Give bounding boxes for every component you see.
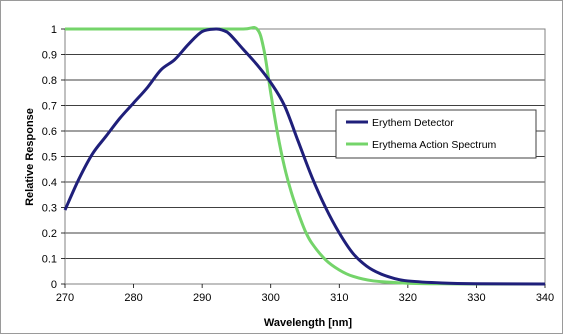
y-axis-title: Relative Response: [24, 108, 36, 206]
y-tick-label: 0.1: [42, 254, 57, 266]
x-axis-ticks: 270 280 290 300 310 320 330 340: [56, 284, 554, 304]
y-tick-label: 0: [51, 279, 57, 291]
y-tick-label: 1: [51, 24, 57, 36]
x-tick-label: 300: [262, 292, 280, 304]
x-tick-label: 340: [536, 292, 554, 304]
x-tick-label: 320: [399, 292, 417, 304]
y-tick-label: 0.8: [42, 75, 57, 87]
legend-label-erythem-detector: Erythem Detector: [372, 117, 454, 129]
x-tick-label: 290: [193, 292, 211, 304]
series-line-erythem-detector: [63, 27, 546, 286]
x-tick-label: 270: [56, 292, 74, 304]
x-tick-label: 330: [467, 292, 485, 304]
y-tick-label: 0.5: [42, 152, 57, 164]
legend-box: [335, 109, 537, 159]
y-tick-label: 0.2: [42, 228, 57, 240]
legend: Erythem Detector Erythema Action Spectru…: [335, 109, 537, 159]
series-line-erythema-action-spectrum: [64, 26, 546, 286]
x-axis-title: Wavelength [nm]: [264, 317, 353, 329]
y-tick-label: 0.6: [42, 126, 57, 138]
x-tick-label: 280: [124, 292, 142, 304]
legend-label-erythema-action-spectrum: Erythema Action Spectrum: [372, 139, 497, 151]
y-tick-label: 0.9: [42, 50, 57, 62]
y-tick-label: 0.4: [42, 177, 57, 189]
y-tick-label: 0.3: [42, 203, 57, 215]
series-lines: [63, 26, 546, 286]
y-tick-label: 0.7: [42, 101, 57, 113]
x-tick-label: 310: [330, 292, 348, 304]
y-axis-ticks: 0 0.1 0.2 0.3 0.4 0.5 0.6 0.7 0.8 0.9 1: [42, 24, 65, 291]
